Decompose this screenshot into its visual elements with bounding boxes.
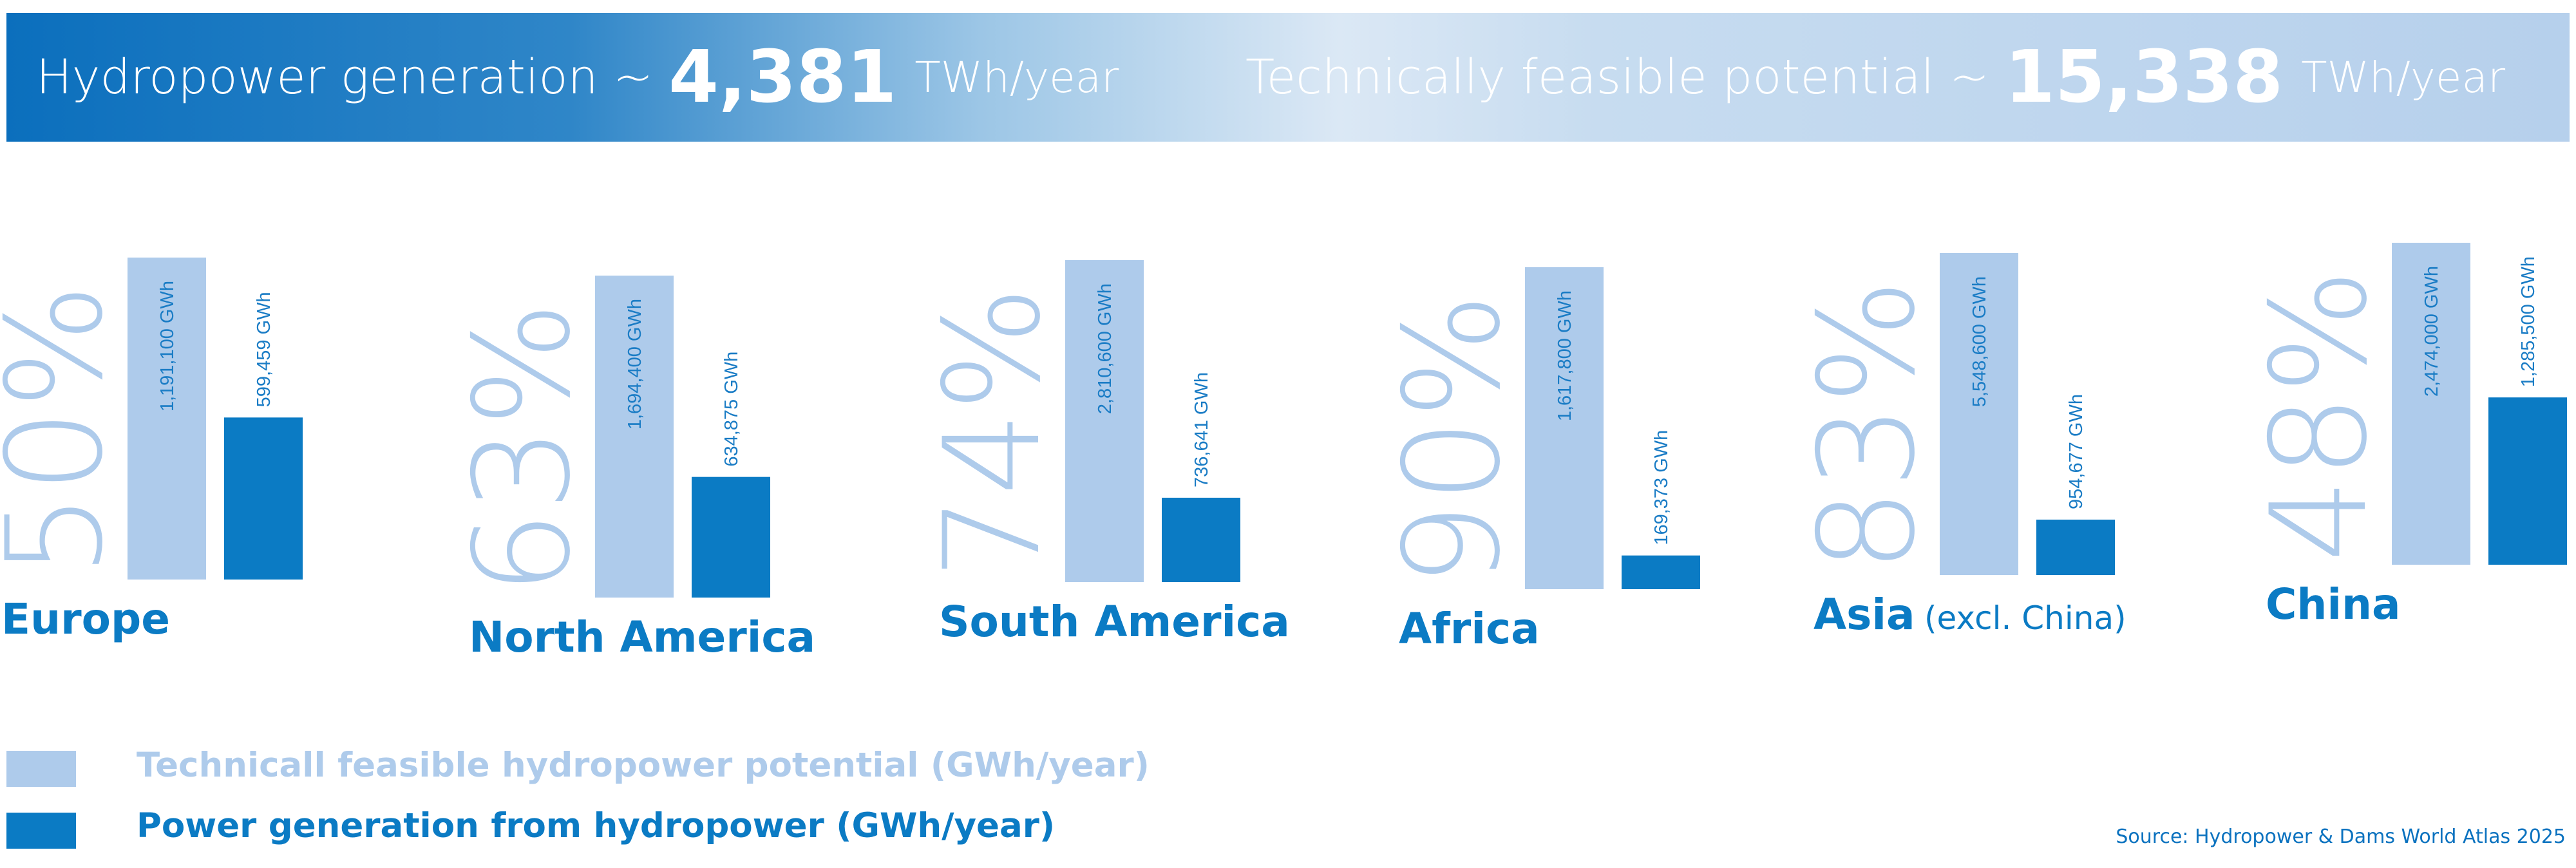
bar-generation-africa [1622,555,1700,589]
value-label-generation-china: 1,285,500 GWh [2518,256,2539,387]
bar-potential-north-america [595,276,674,598]
bar-generation-europe [224,417,303,580]
generation-unit: TWh/year [914,52,1119,102]
value-label-generation-south-america: 736,641 GWh [1191,372,1212,487]
bar-potential-china [2392,243,2470,565]
value-label-generation-asia: 954,677 GWh [2066,394,2087,509]
bar-potential-europe [128,258,206,580]
value-label-generation-europe: 599,459 GWh [254,292,274,407]
legend-label-generation: Power generation from hydropower (GWh/ye… [137,806,1056,845]
value-label-potential-north-america: 1,694,400 GWh [625,299,645,429]
region-label-south-america: South America [939,597,1290,646]
header-banner: Hydropower generation ~ 4,381 TWh/year T… [6,13,2570,142]
percent-label-china: 48% [2243,269,2396,562]
region-label-china: China [2266,580,2401,629]
region-note-asia: (excl. China) [1924,599,2126,637]
value-label-potential-africa: 1,617,800 GWh [1555,290,1575,421]
region-label-asia: Asia [1814,590,1915,639]
bar-potential-asia [1940,253,2018,575]
region-label-africa: Africa [1399,604,1540,654]
bar-generation-china [2488,397,2567,565]
potential-label: Technically feasible potential ~ [1245,50,1989,105]
percent-label-africa: 90% [1376,293,1530,587]
bar-generation-north-america [692,476,770,598]
bar-potential-south-america [1065,260,1144,582]
legend-swatch-generation [6,813,76,849]
value-label-potential-asia: 5,548,600 GWh [1969,276,1990,407]
percent-label-north-america: 63% [446,301,600,595]
bar-generation-south-america [1162,497,1240,582]
potential-value: 15,338 [2005,35,2284,119]
generation-value: 4,381 [668,35,897,119]
value-label-potential-china: 2,474,000 GWh [2421,266,2442,397]
legend-label-potential: Technicall feasible hydropower potential… [137,746,1150,785]
value-label-potential-europe: 1,191,100 GWh [157,281,178,411]
generation-label: Hydropower generation ~ [36,50,654,105]
region-label-north-america: North America [469,612,815,662]
potential-unit: TWh/year [2301,52,2506,102]
source-note: Source: Hydropower & Dams World Atlas 20… [2116,826,2566,848]
potential-summary: Technically feasible potential ~ 15,338 … [1245,13,2505,142]
legend-swatch-potential [6,751,76,787]
percent-label-europe: 50% [0,283,132,577]
value-label-potential-south-america: 2,810,600 GWh [1095,283,1115,414]
bar-potential-africa [1525,267,1604,589]
value-label-generation-north-america: 634,875 GWh [721,352,742,467]
region-label-europe: Europe [1,594,170,644]
bar-generation-asia [2036,519,2115,575]
generation-summary: Hydropower generation ~ 4,381 TWh/year [36,13,1119,142]
value-label-generation-africa: 169,373 GWh [1651,430,1672,545]
percent-label-asia: 83% [1791,279,1944,572]
percent-label-south-america: 74% [916,286,1070,580]
